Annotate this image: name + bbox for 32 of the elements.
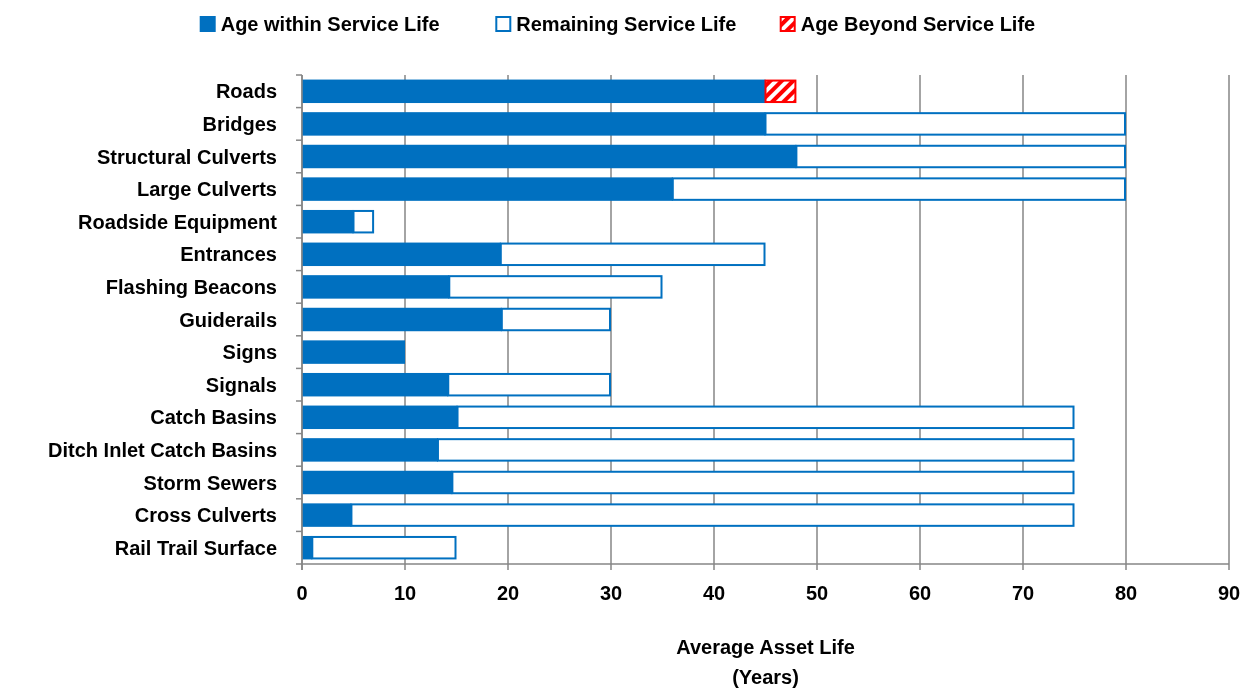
x-tick-label: 40 [702, 582, 726, 604]
x-tick-label: 90 [1217, 582, 1241, 604]
y-tick-label: Bridges [202, 112, 277, 135]
y-tick-label: Guiderails [179, 308, 277, 331]
legend-label: Remaining Service Life [516, 13, 737, 35]
x-tick-label: 20 [496, 582, 520, 604]
y-tick-label: Ditch Inlet Catch Basins [48, 438, 277, 461]
y-tick-label: Rail Trail Surface [114, 536, 277, 559]
y-tick-label: Roadside Equipment [78, 210, 278, 233]
x-tick-label: 0 [296, 582, 308, 604]
x-axis-title: Average Asset Life (Years) [676, 636, 855, 688]
y-tick-label: Entrances [180, 243, 277, 266]
y-tick-label: Signals [205, 373, 277, 396]
y-tick-label: Large Culverts [136, 178, 277, 201]
x-tick-label: 80 [1114, 582, 1138, 604]
y-tick-label: Storm Sewers [143, 471, 277, 494]
y-tick-label: Cross Culverts [134, 504, 277, 527]
bar [302, 79, 766, 104]
bar [302, 340, 405, 364]
y-tick-label: Signs [222, 341, 277, 364]
legend-label: Age within Service Life [220, 13, 440, 35]
y-tick-label: Catch Basins [150, 406, 277, 429]
x-tick-label: 60 [908, 582, 932, 604]
x-tick-label: 30 [599, 582, 623, 604]
y-tick-label: Flashing Beacons [105, 275, 277, 298]
x-tick-label: 10 [393, 582, 417, 604]
x-tick-label: 50 [805, 582, 829, 604]
bar [764, 79, 797, 104]
y-tick-label: Roads [215, 80, 277, 103]
legend-label: Age Beyond Service Life [800, 13, 1036, 35]
x-tick-label: 70 [1011, 582, 1035, 604]
y-tick-label: Structural Culverts [96, 145, 277, 168]
